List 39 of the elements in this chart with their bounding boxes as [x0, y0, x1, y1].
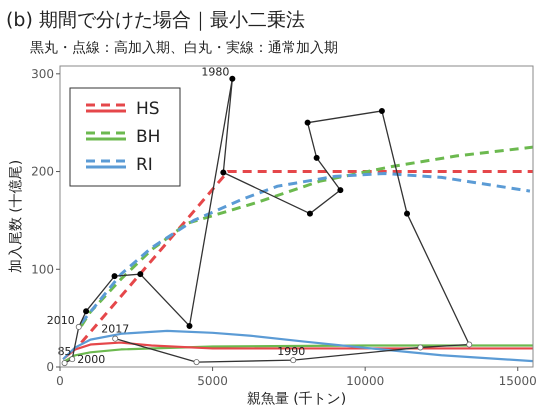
point	[378, 108, 385, 114]
point	[314, 154, 320, 161]
y-tick-label: 0	[46, 360, 54, 374]
legend-label: BH	[136, 127, 160, 147]
y-axis-title: 加入尾数 (十億尾)	[8, 160, 24, 274]
annotation: 2017	[101, 322, 130, 336]
x-tick-label: 10000	[346, 374, 384, 388]
legend-label: HS	[136, 99, 160, 119]
annotation: 2000	[77, 353, 106, 366]
point	[76, 324, 82, 330]
point	[112, 273, 118, 280]
point	[186, 322, 192, 329]
point	[304, 120, 311, 126]
point	[194, 359, 200, 366]
point	[290, 357, 296, 364]
x-tick-label: 0	[56, 374, 64, 388]
point	[306, 210, 313, 217]
point	[69, 356, 76, 362]
point	[229, 76, 236, 82]
x-tick-label: 15000	[498, 374, 537, 388]
point	[466, 342, 472, 348]
chart-title: (b) 期間で分けた場合｜最小二乗法	[6, 9, 305, 31]
point	[220, 170, 226, 176]
point	[404, 210, 410, 217]
legend-label: RI	[136, 155, 153, 175]
point	[112, 336, 118, 342]
y-tick-label: 100	[31, 262, 54, 276]
annotation: 1980	[201, 66, 230, 79]
y-tick-label: 300	[31, 66, 54, 81]
point	[337, 187, 344, 194]
point	[83, 308, 90, 314]
point	[137, 271, 144, 278]
annotation: 2010	[46, 314, 75, 327]
chart-subtitle: 黒丸・点線：高加入期、白丸・実線：通常加入期	[30, 40, 338, 56]
point	[417, 344, 424, 350]
y-tick-label: 200	[31, 164, 54, 179]
point	[62, 360, 68, 366]
x-axis-title: 親魚量 (千トン)	[246, 391, 346, 407]
x-tick-label: 5000	[197, 374, 228, 388]
